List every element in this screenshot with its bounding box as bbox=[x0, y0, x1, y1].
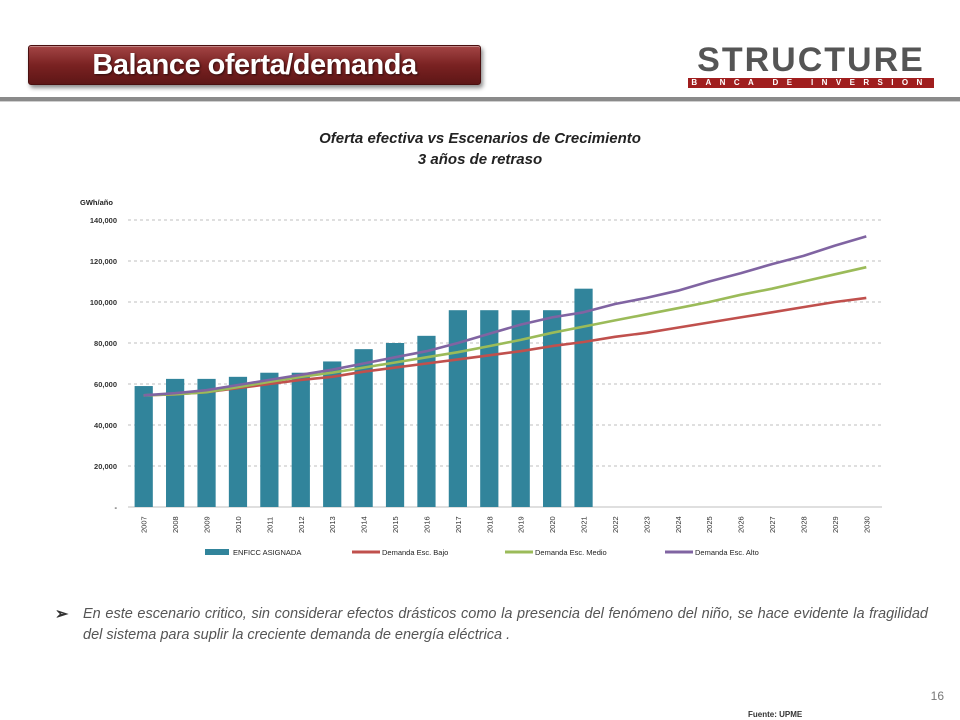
source-note: Fuente: UPME bbox=[748, 710, 803, 719]
chart-svg: GWh/año - 20,000 40,000 60,000 80,000 100,000 1… bbox=[80, 198, 882, 557]
bar bbox=[448, 310, 467, 507]
y-tick-label: 80,000 bbox=[94, 339, 117, 348]
slide-title: Balance oferta/demanda bbox=[92, 48, 417, 81]
note-text: En este escenario critico, sin considera… bbox=[83, 606, 928, 643]
bar bbox=[166, 378, 185, 507]
logo-tagline: BANCA DE INVERSION bbox=[688, 78, 934, 88]
x-tick-label: 2016 bbox=[422, 516, 431, 533]
bar bbox=[228, 376, 248, 507]
bar bbox=[511, 310, 530, 507]
bar bbox=[480, 310, 499, 507]
bar bbox=[354, 349, 373, 507]
arrow-bullet-icon: ➢ bbox=[55, 606, 69, 623]
chart-title: Oferta efectiva vs Escenarios de Crecimi… bbox=[319, 130, 641, 147]
x-tick-label: 2015 bbox=[391, 516, 400, 533]
logo-wordmark: STRUCTURE bbox=[697, 41, 925, 79]
x-tick-label: 2025 bbox=[705, 516, 714, 533]
bar bbox=[291, 372, 310, 507]
x-tick-label: 2019 bbox=[517, 516, 526, 533]
legend-label: Demanda Esc. Medio bbox=[535, 548, 607, 557]
y-tick-label: 100,000 bbox=[90, 298, 117, 307]
y-tick-label: 140,000 bbox=[90, 216, 117, 225]
bar bbox=[260, 372, 279, 507]
y-tick-label: 20,000 bbox=[94, 462, 117, 471]
x-tick-label: 2013 bbox=[328, 516, 337, 533]
bar bbox=[543, 310, 562, 507]
legend-swatch bbox=[205, 549, 229, 555]
legend-label: ENFICC ASIGNADA bbox=[233, 548, 301, 557]
x-tick-label: 2020 bbox=[548, 516, 557, 533]
legend-label: Demanda Esc. Alto bbox=[695, 548, 759, 557]
bar bbox=[134, 386, 153, 507]
page-number: 16 bbox=[930, 689, 944, 703]
x-tick-label: 2027 bbox=[768, 516, 777, 533]
bar bbox=[385, 343, 405, 507]
x-tick-label: 2029 bbox=[831, 516, 840, 533]
x-tick-label: 2014 bbox=[360, 516, 369, 533]
y-tick-label: 120,000 bbox=[90, 257, 117, 266]
y-axis-label: GWh/año bbox=[80, 198, 113, 207]
x-tick-label: 2017 bbox=[454, 516, 463, 533]
bar bbox=[323, 361, 342, 507]
x-tick-label: 2022 bbox=[611, 516, 620, 533]
header-divider-shadow bbox=[0, 101, 960, 102]
bar bbox=[417, 335, 436, 507]
series-line bbox=[143, 265, 867, 397]
series-line bbox=[143, 235, 867, 397]
slide-title-banner: Balance oferta/demanda bbox=[28, 45, 481, 85]
bar bbox=[574, 288, 593, 507]
legend-label: Demanda Esc. Bajo bbox=[382, 548, 448, 557]
x-tick-label: 2021 bbox=[580, 516, 589, 533]
y-tick-label: - bbox=[115, 503, 118, 512]
bar bbox=[197, 378, 216, 507]
structure-logo: STRUCTURE BANCA DE INVERSION bbox=[688, 41, 934, 88]
series-line bbox=[143, 296, 867, 397]
y-tick-label: 60,000 bbox=[94, 380, 117, 389]
x-tick-label: 2007 bbox=[140, 516, 149, 533]
x-tick-label: 2009 bbox=[203, 516, 212, 533]
x-tick-label: 2010 bbox=[234, 516, 243, 533]
x-tick-label: 2026 bbox=[737, 516, 746, 533]
x-tick-label: 2018 bbox=[485, 516, 494, 533]
header-divider bbox=[0, 97, 960, 101]
x-tick-label: 2030 bbox=[862, 516, 871, 533]
x-tick-label: 2008 bbox=[171, 516, 180, 533]
x-tick-label: 2011 bbox=[265, 517, 274, 533]
x-tick-label: 2012 bbox=[297, 516, 306, 533]
chart-subtitle: 3 años de retraso bbox=[417, 151, 543, 168]
x-tick-label: 2023 bbox=[642, 516, 651, 533]
x-tick-label: 2024 bbox=[674, 516, 683, 533]
chart-title-block: Oferta efectiva vs Escenarios de Crecimi… bbox=[250, 128, 710, 170]
x-tick-label: 2028 bbox=[799, 516, 808, 533]
y-tick-label: 40,000 bbox=[94, 421, 117, 430]
